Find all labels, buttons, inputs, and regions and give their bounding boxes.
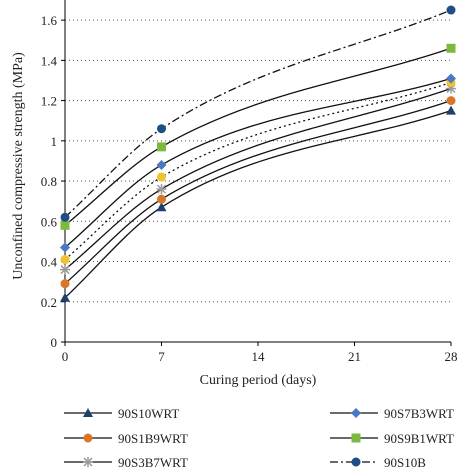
legend-item: 90S10WRT [64, 406, 179, 421]
x-tick-label: 21 [348, 349, 361, 364]
y-tick-label: 0 [51, 335, 58, 350]
series-line [64, 47, 452, 226]
data-point [157, 194, 166, 204]
data-point [157, 124, 166, 134]
y-tick-label: 1.2 [41, 94, 57, 109]
legend-item: 90S9B1WRT [330, 431, 454, 446]
series-90S10B [64, 9, 452, 218]
data-point [156, 184, 167, 195]
data-point [157, 142, 166, 152]
series-markers-90S1B9WRT [60, 96, 456, 289]
y-axis-label: Unconfined compressive strength (MPa) [11, 52, 26, 280]
legend-label: 90S1B9WRT [118, 431, 188, 446]
legend-label: 90S7B3WRT [384, 406, 454, 421]
x-tick-label: 7 [158, 349, 165, 364]
series-90S3B7WRT [64, 87, 452, 271]
series-markers-90S9B1WRT [60, 43, 456, 230]
series-90S5B5WRT [64, 81, 452, 261]
y-tick-label: 0.8 [41, 174, 57, 189]
data-point [60, 292, 70, 302]
y-tick-labels: 0 0.2 0.4 0.6 0.8 1 1.2 1.4 1.6 [41, 13, 65, 350]
data-point [446, 73, 456, 84]
series-line [64, 81, 452, 261]
x-tick-label: 28 [445, 349, 458, 364]
data-point [446, 43, 456, 53]
legend-marker [351, 408, 361, 418]
series-line [64, 9, 452, 218]
y-tick-label: 0.4 [41, 255, 58, 270]
series-90S7B3WRT [64, 77, 452, 248]
series-markers-90S3B7WRT [60, 83, 456, 275]
x-tick-label: 0 [62, 349, 69, 364]
legend-item: 90S3B7WRT [64, 455, 188, 470]
data-point [60, 212, 70, 222]
data-point [446, 96, 456, 106]
y-tick-label: 1 [51, 134, 58, 149]
series-markers-90S7B3WRT [60, 73, 456, 253]
data-point [60, 220, 70, 230]
axes [64, 0, 451, 343]
legend-label: 90S10B [384, 455, 426, 470]
y-tick-label: 0.6 [41, 214, 58, 229]
legend-marker [351, 433, 361, 443]
series-markers-90S10WRT [60, 105, 456, 302]
series-line [64, 110, 452, 299]
data-point [60, 279, 70, 289]
series-line [64, 87, 452, 271]
series-90S9B1WRT [64, 47, 452, 226]
legend-label: 90S3B7WRT [118, 455, 188, 470]
legend-marker [83, 457, 93, 467]
data-point [60, 242, 70, 253]
legend-label: 90S10WRT [118, 406, 179, 421]
legend-item: 90S7B3WRT [330, 406, 454, 421]
series-90S1B9WRT [64, 99, 452, 285]
legend: 90S10WRT 90S1B9WRT 90S3B7WRT 90S7B3WRT 90S9B… [64, 406, 454, 470]
x-tick-labels: 0 7 14 21 28 [62, 342, 458, 364]
data-point [157, 172, 166, 182]
legend-item: 90S10B [330, 455, 426, 470]
grid-lines [65, 19, 451, 303]
legend-label: 90S9B1WRT [384, 431, 454, 446]
series-line [64, 99, 452, 285]
series-markers-90S10B [60, 5, 456, 222]
data-point [446, 5, 456, 15]
data-point [156, 159, 167, 170]
legend-item: 90S1B9WRT [64, 431, 188, 446]
data-point [60, 255, 70, 265]
series-group [60, 5, 456, 302]
legend-marker [351, 457, 361, 467]
data-point [446, 105, 456, 115]
x-axis-label: Curing period (days) [200, 373, 317, 388]
series-90S10WRT [64, 110, 452, 299]
y-tick-label: 1.6 [41, 13, 58, 28]
data-point [156, 202, 167, 212]
y-tick-label: 0.2 [41, 295, 57, 310]
data-point [60, 264, 70, 275]
x-tick-label: 14 [252, 349, 266, 364]
y-tick-label: 1.4 [41, 53, 58, 68]
legend-marker [83, 433, 93, 443]
series-line [64, 77, 452, 248]
legend-marker [83, 408, 93, 417]
